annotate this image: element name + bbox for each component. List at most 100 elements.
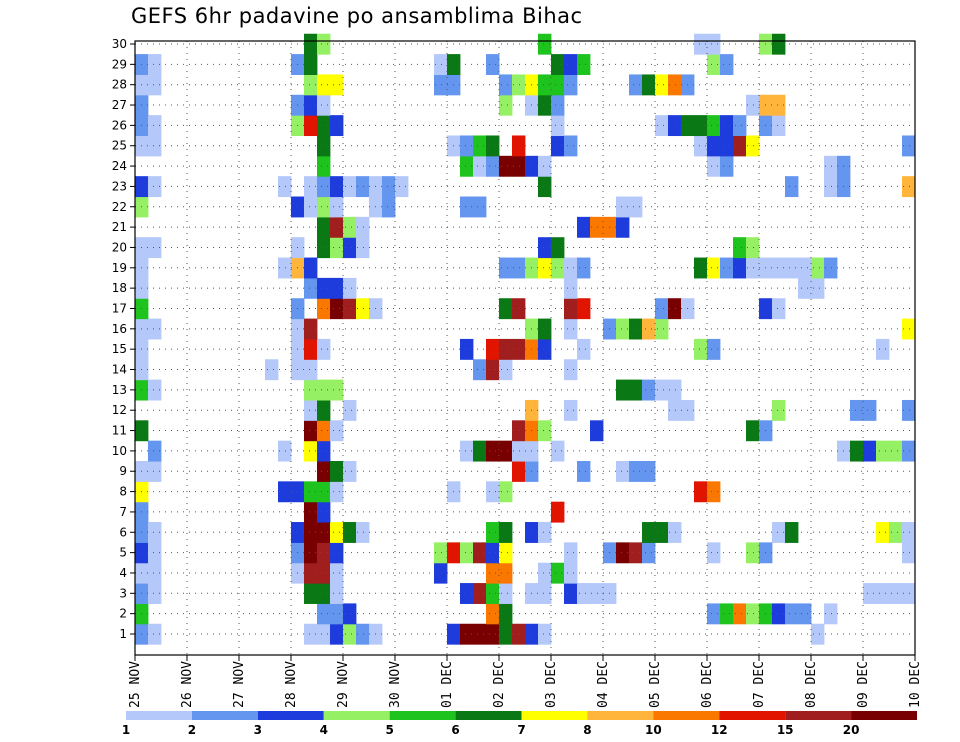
y-tick-label: 7 — [119, 505, 127, 519]
colorbar-label: 6 — [451, 723, 459, 737]
heatmap-cell — [876, 440, 890, 462]
heatmap-cell — [304, 359, 318, 381]
y-tick-label: 1 — [119, 627, 127, 641]
colorbar: 1 2 3 4 5 6 7 8 10 12 15 20 — [122, 711, 917, 737]
heatmap-cell — [577, 338, 591, 360]
plot-frame — [134, 40, 916, 656]
heatmap-cell — [694, 135, 708, 157]
heatmap-cell — [772, 399, 786, 421]
x-tick-label: 07 DEC — [752, 661, 767, 708]
heatmap-cell — [486, 54, 500, 75]
heatmap-cell — [746, 94, 760, 116]
colorbar-swatch — [719, 711, 786, 720]
heatmap-cell — [902, 318, 916, 340]
y-tick-label: 19 — [112, 261, 127, 275]
heatmap-cell — [746, 420, 760, 442]
heatmap-cell — [707, 54, 721, 75]
heatmap-cell — [616, 318, 630, 340]
heatmap-cell — [317, 338, 331, 360]
heatmap-cell — [772, 115, 786, 137]
heatmap-cell — [668, 379, 682, 401]
heatmap-cell — [642, 522, 656, 543]
heatmap-cell — [317, 176, 331, 198]
heatmap-cell — [863, 399, 877, 421]
chart-title: GEFS 6hr padavine po ansamblima Bihac — [131, 4, 583, 28]
x-tick-label: 08 DEC — [804, 661, 819, 708]
heatmap-cell — [473, 542, 487, 564]
x-tick-label: 06 DEC — [700, 661, 715, 708]
heatmap-cell — [512, 155, 526, 177]
heatmap-cell — [577, 298, 591, 320]
heatmap-cell — [876, 338, 890, 360]
heatmap-cell — [460, 155, 474, 177]
x-tick-label: 29 NOV — [336, 661, 351, 708]
x-axis: 25 NOV 26 NOV 27 NOV 28 NOV 29 NOV 30 NOV 01 D… — [128, 655, 923, 708]
heatmap-cell — [460, 440, 474, 462]
heatmap-cell — [512, 440, 526, 462]
y-tick-label: 24 — [112, 159, 127, 173]
heatmap-cell — [486, 603, 500, 625]
heatmap-cell — [746, 603, 760, 625]
heatmap-cell — [512, 257, 526, 279]
heatmap-cell — [499, 74, 513, 96]
heatmap-cell — [499, 603, 513, 625]
heatmap-cell — [564, 542, 578, 564]
heatmap-cell — [317, 196, 331, 218]
heatmap-cell — [538, 623, 552, 645]
heatmap-cell — [629, 379, 643, 401]
heatmap-cell — [538, 522, 552, 543]
heatmap-cell — [616, 542, 630, 564]
heatmap-cell — [148, 237, 162, 259]
heatmap-cell — [499, 338, 513, 360]
y-tick-label: 14 — [112, 363, 127, 377]
y-tick-label: 3 — [119, 586, 127, 600]
heatmap-cell — [330, 379, 344, 401]
heatmap-cell — [304, 176, 318, 198]
heatmap-cell — [512, 135, 526, 157]
heatmap-cell — [707, 257, 721, 279]
heatmap-cell — [499, 481, 513, 503]
heatmap-cell — [278, 176, 292, 198]
heatmap-cell — [278, 481, 292, 503]
heatmap-cell — [486, 440, 500, 462]
heatmap-cell — [772, 522, 786, 543]
heatmap-cell — [889, 583, 903, 604]
heatmap-cell — [460, 135, 474, 157]
heatmap-cell — [811, 257, 825, 279]
heatmap-cell — [551, 440, 565, 462]
heatmap-cell — [486, 623, 500, 645]
heatmap-cell — [330, 522, 344, 543]
colorbar-swatch — [257, 711, 324, 720]
heatmap-cell — [538, 94, 552, 116]
heatmap-cell — [434, 542, 448, 564]
heatmap-cell — [330, 237, 344, 259]
colorbar-label: 3 — [254, 723, 262, 737]
heatmap-cell — [499, 623, 513, 645]
heatmap-cell — [551, 257, 565, 279]
heatmap-cell — [304, 74, 318, 96]
heatmap-cell — [382, 196, 396, 218]
heatmap-cell — [304, 318, 318, 340]
heatmap-cell — [343, 216, 357, 238]
heatmap-cell — [356, 522, 370, 543]
heatmap-cell — [395, 176, 409, 198]
heatmap-cell — [902, 399, 916, 421]
heatmap-cell — [564, 318, 578, 340]
heatmap-cell — [538, 257, 552, 279]
heatmap-cell — [356, 298, 370, 320]
heatmap-cell — [317, 440, 331, 462]
heatmap-cell — [863, 583, 877, 604]
heatmap-cell — [148, 623, 162, 645]
heatmap-cell — [343, 176, 357, 198]
colorbar-label: 12 — [711, 723, 728, 737]
heatmap-cell — [538, 237, 552, 259]
heatmap-cell — [148, 460, 162, 482]
heatmap-cell — [148, 135, 162, 157]
heatmap-cell — [564, 583, 578, 604]
heatmap-cell — [655, 522, 669, 543]
heatmap-cell — [499, 257, 513, 279]
heatmap-cell — [304, 440, 318, 462]
heatmap-cell — [499, 542, 513, 564]
heatmap-cell — [148, 176, 162, 198]
heatmap-cell — [499, 298, 513, 320]
